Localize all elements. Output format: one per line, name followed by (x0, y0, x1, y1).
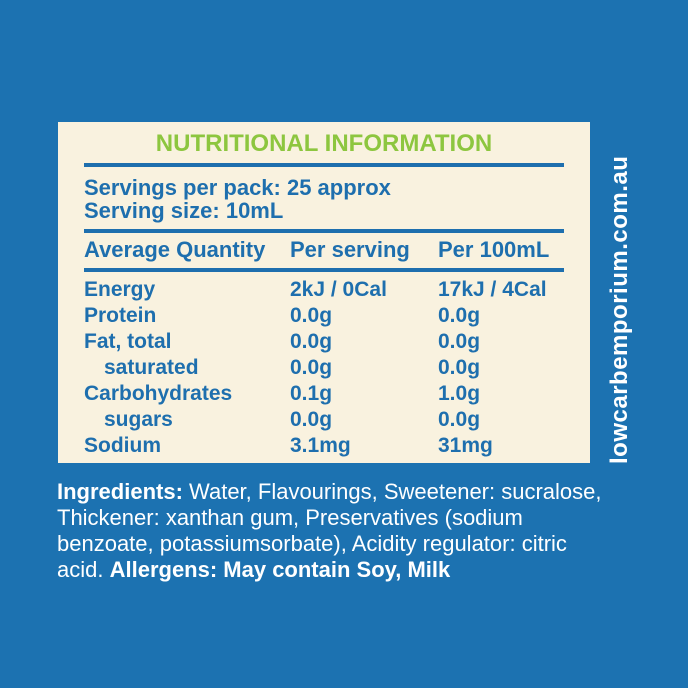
value-per-serving: 0.0g (290, 356, 333, 379)
row-label: Energy (84, 278, 156, 301)
divider (84, 268, 564, 272)
value-per-100ml: 17kJ / 4Cal (438, 278, 547, 301)
ingredients-line: benzoate, potassiumsorbate), Acidity reg… (57, 531, 567, 556)
nutrition-table: Energy 2kJ / 0Cal 17kJ / 4Cal Protein 0.… (84, 277, 564, 459)
value-per-serving: 0.0g (290, 330, 333, 353)
table-header-row: Average Quantity Per serving Per 100mL (84, 239, 564, 261)
column-header-per-100ml: Per 100mL (438, 237, 550, 262)
row-label: sugars (104, 408, 173, 431)
ingredients-text: Ingredients: Water, Flavourings, Sweeten… (57, 479, 657, 583)
ingredients-line: acid. Allergens: May contain Soy, Milk (57, 557, 657, 583)
ingredients-line4-start: acid. (57, 557, 110, 582)
value-per-100ml: 1.0g (438, 382, 481, 405)
row-label: Protein (84, 304, 157, 327)
panel-title: NUTRITIONAL INFORMATION (155, 130, 493, 157)
value-per-100ml: 0.0g (438, 356, 481, 379)
divider (84, 163, 564, 167)
value-per-serving: 0.0g (290, 408, 333, 431)
value-per-100ml: 0.0g (438, 408, 481, 431)
ingredients-label: Ingredients: (57, 479, 183, 504)
allergens-text: Allergens: May contain Soy, Milk (109, 557, 451, 582)
row-label: saturated (104, 356, 199, 379)
value-per-serving: 2kJ / 0Cal (290, 278, 387, 301)
website-watermark: lowcarbemporium.com.au (606, 155, 633, 464)
ingredients-line: Thickener: xanthan gum, Preservatives (s… (57, 505, 523, 530)
value-per-100ml: 0.0g (438, 330, 481, 353)
serving-size: Serving size: 10mL (84, 198, 284, 223)
servings-info: Servings per pack: 25 approx Serving siz… (84, 176, 564, 222)
value-per-100ml: 31mg (438, 434, 493, 457)
value-per-100ml: 0.0g (438, 304, 481, 327)
ingredients-line: Ingredients: Water, Flavourings, Sweeten… (57, 479, 657, 505)
row-label: Sodium (84, 434, 161, 457)
value-per-serving: 0.0g (290, 304, 333, 327)
column-header-average-quantity: Average Quantity (84, 237, 266, 262)
value-per-serving: 0.1g (290, 382, 333, 405)
divider (84, 229, 564, 233)
row-label: Carbohydrates (84, 382, 233, 405)
servings-per-pack: Servings per pack: 25 approx (84, 175, 391, 200)
value-per-serving: 3.1mg (290, 434, 351, 457)
nutrition-panel: NUTRITIONAL INFORMATION Servings per pac… (58, 122, 590, 463)
row-label: Fat, total (84, 330, 172, 353)
ingredients-line1-rest: Water, Flavourings, Sweetener: sucralose… (182, 479, 602, 504)
column-header-per-serving: Per serving (290, 237, 410, 262)
